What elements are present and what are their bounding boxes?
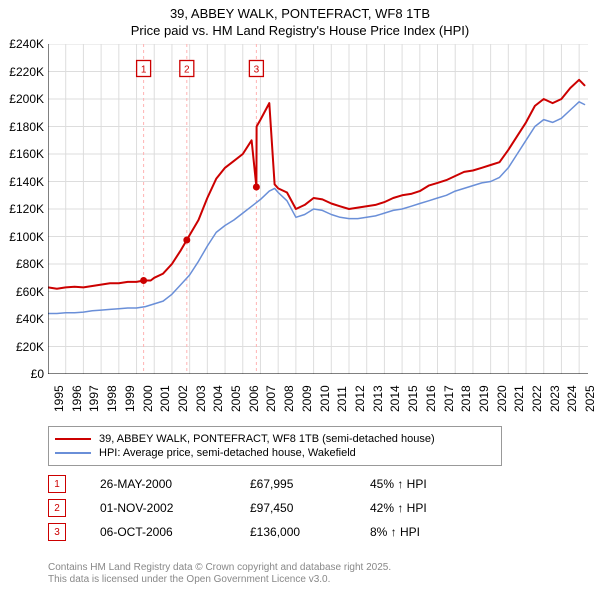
sale-point-3 bbox=[253, 184, 260, 191]
sales-row: 1 26-MAY-2000£67,99545% ↑ HPI bbox=[48, 472, 548, 496]
x-tick-label: 2019 bbox=[477, 385, 491, 412]
y-tick-label: £240K bbox=[0, 37, 44, 51]
sales-row: 2 01-NOV-2002£97,45042% ↑ HPI bbox=[48, 496, 548, 520]
x-tick-label: 2024 bbox=[565, 385, 579, 412]
x-tick-label: 2004 bbox=[211, 385, 225, 412]
title-line-2: Price paid vs. HM Land Registry's House … bbox=[0, 23, 600, 40]
y-tick-label: £20K bbox=[0, 340, 44, 354]
x-tick-label: 1997 bbox=[87, 385, 101, 412]
chart-container: { "title": { "line1": "39, ABBEY WALK, P… bbox=[0, 0, 600, 590]
y-tick-label: £200K bbox=[0, 92, 44, 106]
chart-svg: 1 2 3 bbox=[48, 44, 588, 374]
x-tick-label: 2010 bbox=[318, 385, 332, 412]
sale-price: £97,450 bbox=[250, 501, 370, 515]
sale-delta: 42% ↑ HPI bbox=[370, 501, 490, 515]
footer-line-2: This data is licensed under the Open Gov… bbox=[48, 574, 588, 586]
y-tick-label: £60K bbox=[0, 285, 44, 299]
sale-delta: 45% ↑ HPI bbox=[370, 477, 490, 491]
title-block: 39, ABBEY WALK, PONTEFRACT, WF8 1TB Pric… bbox=[0, 0, 600, 40]
sale-marker-box-1: 1 bbox=[137, 61, 151, 77]
y-tick-label: £40K bbox=[0, 312, 44, 326]
x-tick-label: 2018 bbox=[459, 385, 473, 412]
svg-text:2: 2 bbox=[184, 65, 190, 76]
sale-price: £67,995 bbox=[250, 477, 370, 491]
x-tick-label: 2002 bbox=[176, 385, 190, 412]
svg-text:3: 3 bbox=[254, 65, 260, 76]
x-tick-label: 2016 bbox=[424, 385, 438, 412]
chart-plot-area: 1 2 3 bbox=[48, 44, 588, 374]
x-tick-label: 2017 bbox=[442, 385, 456, 412]
legend-label: 39, ABBEY WALK, PONTEFRACT, WF8 1TB (sem… bbox=[99, 433, 435, 445]
x-tick-label: 2011 bbox=[335, 386, 349, 412]
sale-marker-box-3: 3 bbox=[249, 61, 263, 77]
x-tick-label: 1999 bbox=[123, 385, 137, 412]
x-tick-label: 2013 bbox=[371, 385, 385, 412]
footer-line-1: Contains HM Land Registry data © Crown c… bbox=[48, 562, 588, 574]
x-tick-label: 1996 bbox=[70, 385, 84, 412]
y-tick-label: £120K bbox=[0, 202, 44, 216]
sale-date: 01-NOV-2002 bbox=[100, 501, 250, 515]
sale-marker-box-2: 2 bbox=[180, 61, 194, 77]
x-tick-label: 2012 bbox=[353, 385, 367, 412]
legend-item: 39, ABBEY WALK, PONTEFRACT, WF8 1TB (sem… bbox=[55, 433, 495, 445]
y-tick-label: £80K bbox=[0, 257, 44, 271]
sales-table: 1 26-MAY-2000£67,99545% ↑ HPI 2 01-NOV-2002… bbox=[48, 472, 548, 544]
sale-date: 06-OCT-2006 bbox=[100, 525, 250, 539]
sale-marker: 1 bbox=[48, 475, 66, 493]
sale-delta: 8% ↑ HPI bbox=[370, 525, 490, 539]
title-line-1: 39, ABBEY WALK, PONTEFRACT, WF8 1TB bbox=[0, 6, 600, 23]
x-ticklabels: 1995199619971998199920002001200220032004… bbox=[48, 376, 588, 424]
legend: 39, ABBEY WALK, PONTEFRACT, WF8 1TB (sem… bbox=[48, 426, 502, 466]
x-tick-label: 2000 bbox=[141, 385, 155, 412]
y-tick-label: £100K bbox=[0, 230, 44, 244]
y-tick-label: £220K bbox=[0, 65, 44, 79]
x-tick-label: 2025 bbox=[583, 385, 597, 412]
sale-point-2 bbox=[183, 237, 190, 244]
x-tick-label: 2008 bbox=[282, 385, 296, 412]
x-tick-label: 2022 bbox=[530, 385, 544, 412]
y-tick-label: £0 bbox=[0, 367, 44, 381]
sale-date: 26-MAY-2000 bbox=[100, 477, 250, 491]
x-tick-label: 2006 bbox=[247, 385, 261, 412]
x-tick-label: 1995 bbox=[52, 385, 66, 412]
sale-price: £136,000 bbox=[250, 525, 370, 539]
legend-item: HPI: Average price, semi-detached house,… bbox=[55, 447, 495, 459]
sales-row: 3 06-OCT-2006£136,0008% ↑ HPI bbox=[48, 520, 548, 544]
x-tick-label: 2009 bbox=[300, 385, 314, 412]
y-tick-label: £160K bbox=[0, 147, 44, 161]
legend-label: HPI: Average price, semi-detached house,… bbox=[99, 447, 356, 459]
sale-marker: 3 bbox=[48, 523, 66, 541]
svg-text:1: 1 bbox=[141, 65, 147, 76]
y-tick-label: £180K bbox=[0, 120, 44, 134]
x-tick-label: 2001 bbox=[158, 385, 172, 412]
x-tick-label: 2007 bbox=[264, 385, 278, 412]
x-tick-label: 2005 bbox=[229, 385, 243, 412]
legend-swatch bbox=[55, 438, 91, 440]
footer: Contains HM Land Registry data © Crown c… bbox=[48, 562, 588, 586]
sale-marker: 2 bbox=[48, 499, 66, 517]
x-tick-label: 2020 bbox=[495, 385, 509, 412]
x-tick-label: 2023 bbox=[548, 385, 562, 412]
x-tick-label: 1998 bbox=[105, 385, 119, 412]
y-tick-label: £140K bbox=[0, 175, 44, 189]
x-tick-label: 2003 bbox=[194, 385, 208, 412]
legend-swatch bbox=[55, 452, 91, 454]
x-tick-label: 2015 bbox=[406, 385, 420, 412]
x-tick-label: 2014 bbox=[388, 385, 402, 412]
sale-point-1 bbox=[140, 277, 147, 284]
x-tick-label: 2021 bbox=[512, 385, 526, 412]
